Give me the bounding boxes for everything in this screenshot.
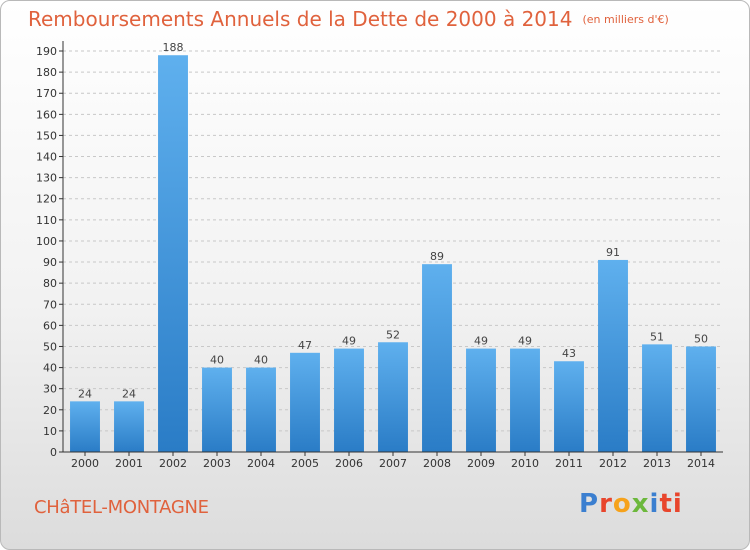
- x-tick-label: 2006: [335, 457, 363, 470]
- y-tick-label: 190: [36, 45, 57, 58]
- logo-letter: P: [579, 489, 600, 519]
- y-tick-label: 0: [50, 446, 57, 459]
- bar: [70, 401, 100, 452]
- value-label: 51: [650, 330, 664, 343]
- logo-letter: x: [631, 489, 650, 519]
- value-label: 47: [298, 339, 312, 352]
- logo-letter: o: [612, 489, 632, 519]
- bar: [114, 401, 144, 452]
- bar: [290, 352, 320, 452]
- value-label: 40: [210, 354, 224, 367]
- y-tick-label: 50: [43, 340, 57, 353]
- x-tick-label: 2009: [467, 457, 495, 470]
- chart-title-text: Remboursements Annuels de la Dette de 20…: [28, 7, 573, 31]
- bar: [510, 348, 540, 452]
- commune-name: CHâTEL-MONTAGNE: [34, 497, 209, 518]
- bar: [202, 367, 232, 452]
- x-tick-label: 2003: [203, 457, 231, 470]
- x-tick-label: 2004: [247, 457, 275, 470]
- bar: [158, 55, 188, 452]
- x-tick-label: 2000: [71, 457, 99, 470]
- bar: [686, 346, 716, 452]
- x-tick-label: 2014: [687, 457, 715, 470]
- x-tick-label: 2010: [511, 457, 539, 470]
- value-label: 50: [694, 332, 708, 345]
- value-label: 91: [606, 246, 620, 259]
- bar: [378, 342, 408, 452]
- y-tick-label: 70: [43, 298, 57, 311]
- value-label: 49: [342, 335, 356, 348]
- value-label: 188: [163, 41, 184, 54]
- chart-title: Remboursements Annuels de la Dette de 20…: [28, 7, 669, 31]
- value-label: 40: [254, 354, 268, 367]
- logo-letter: r: [599, 489, 613, 519]
- bar: [466, 348, 496, 452]
- y-tick-label: 30: [43, 383, 57, 396]
- y-tick-label: 100: [36, 235, 57, 248]
- y-axis-ticks: 0 10 20 30 40 50 60 70 80 90 100 110 120 130 140 150 160…: [36, 45, 63, 459]
- y-tick-label: 60: [43, 319, 57, 332]
- y-tick-label: 180: [36, 66, 57, 79]
- y-tick-label: 90: [43, 256, 57, 269]
- x-tick-label: 2001: [115, 457, 143, 470]
- bar: [334, 348, 364, 452]
- bar: [246, 367, 276, 452]
- x-tick-label: 2005: [291, 457, 319, 470]
- x-tick-label: 2008: [423, 457, 451, 470]
- y-tick-label: 20: [43, 404, 57, 417]
- y-tick-label: 170: [36, 87, 57, 100]
- proxiti-logo: Proxiti: [579, 489, 683, 519]
- x-tick-label: 2011: [555, 457, 583, 470]
- logo-letter: i: [649, 489, 660, 519]
- bar: [598, 259, 628, 452]
- y-tick-label: 150: [36, 129, 57, 142]
- y-tick-label: 120: [36, 193, 57, 206]
- bar: [554, 361, 584, 452]
- value-label: 52: [386, 328, 400, 341]
- y-tick-label: 130: [36, 172, 57, 185]
- bars: [70, 55, 716, 452]
- x-axis-ticks: 2000 2001 2002 2003 2004 2005 2006 2007 2008 2009…: [71, 452, 715, 470]
- logo-letter: ti: [659, 489, 683, 519]
- value-label: 49: [518, 335, 532, 348]
- x-tick-label: 2012: [599, 457, 627, 470]
- bar: [642, 344, 672, 452]
- y-tick-label: 10: [43, 425, 57, 438]
- x-tick-label: 2007: [379, 457, 407, 470]
- y-tick-label: 140: [36, 151, 57, 164]
- value-label: 24: [78, 387, 92, 400]
- y-tick-label: 110: [36, 214, 57, 227]
- bar: [422, 264, 452, 452]
- value-label: 43: [562, 347, 576, 360]
- y-tick-label: 80: [43, 277, 57, 290]
- chart-unit: (en milliers d'€): [582, 13, 669, 26]
- value-label: 89: [430, 250, 444, 263]
- value-label: 24: [122, 387, 136, 400]
- y-tick-label: 160: [36, 108, 57, 121]
- value-labels: 24 24 188 40 40 47 49 52 89 49 49 43 91 51 50: [78, 41, 708, 400]
- y-tick-label: 40: [43, 362, 57, 375]
- value-label: 49: [474, 335, 488, 348]
- x-tick-label: 2002: [159, 457, 187, 470]
- x-tick-label: 2013: [643, 457, 671, 470]
